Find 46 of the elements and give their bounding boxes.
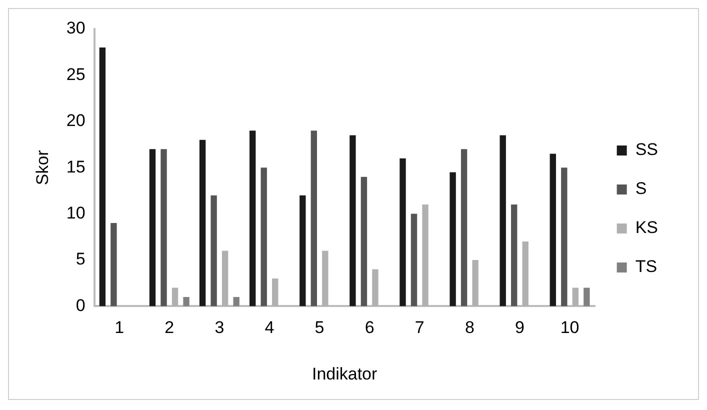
bar (584, 288, 590, 306)
bar (260, 168, 267, 306)
bar (99, 47, 106, 306)
y-tick-label: 5 (76, 250, 86, 269)
x-tick-label: 9 (515, 318, 524, 338)
y-axis-title: Skor (32, 150, 52, 186)
bar (233, 296, 240, 306)
legend-label: S (635, 179, 647, 198)
bar (561, 168, 568, 306)
bar (149, 149, 156, 306)
legend-label: TS (635, 257, 658, 276)
y-tick-label: 10 (66, 203, 86, 222)
bar (400, 158, 406, 306)
bar (183, 296, 190, 306)
bar (511, 204, 518, 306)
x-axis-title: Indikator (312, 364, 378, 384)
x-tick-label: 5 (314, 318, 324, 338)
y-tick-label: 25 (66, 64, 86, 84)
legend-label: KS (635, 218, 658, 238)
x-tick-label: 8 (464, 318, 474, 338)
x-tick-label: 2 (164, 318, 174, 338)
bar (310, 130, 318, 306)
bar (500, 135, 506, 306)
bar (450, 172, 456, 306)
bar (210, 195, 217, 306)
bar (550, 154, 556, 306)
bar (410, 214, 418, 306)
bar (460, 149, 468, 306)
y-tick-label: 20 (66, 111, 86, 130)
bar (110, 223, 117, 306)
y-tick-label: 30 (66, 18, 86, 38)
y-tick-label: 0 (76, 296, 86, 315)
x-tick-label: 1 (114, 318, 124, 338)
bar (199, 140, 206, 306)
y-tick-label: 15 (66, 157, 86, 176)
x-tick-label: 3 (214, 318, 224, 338)
bar (160, 149, 167, 306)
x-tick-label: 10 (560, 318, 580, 338)
bar (350, 135, 356, 306)
bar (300, 195, 306, 306)
x-tick-label: 4 (264, 318, 274, 338)
bar (250, 130, 256, 306)
x-tick-label: 6 (364, 318, 374, 338)
legend-label: SS (635, 140, 658, 160)
bar (360, 176, 368, 306)
x-tick-label: 7 (414, 318, 424, 338)
